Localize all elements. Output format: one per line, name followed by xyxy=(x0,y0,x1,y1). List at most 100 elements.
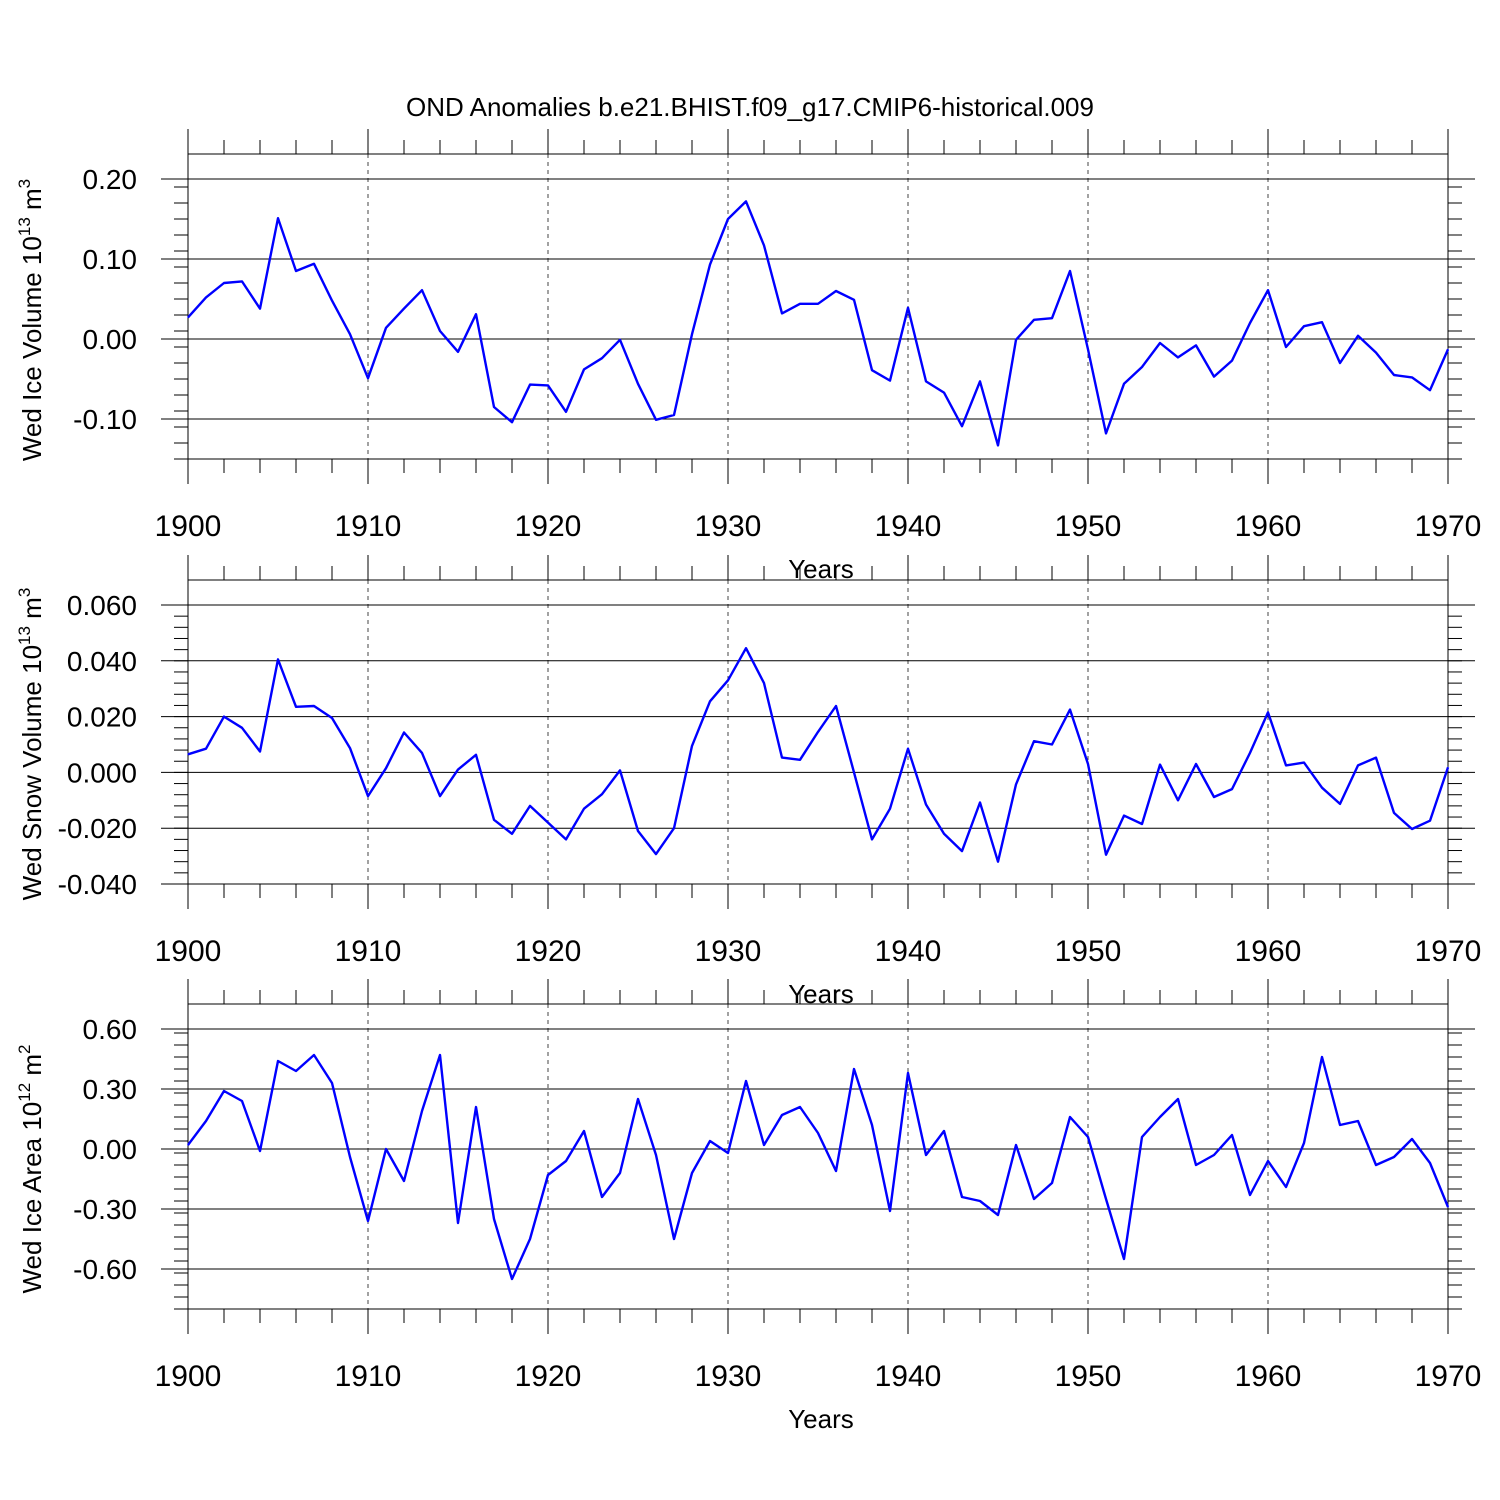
panel-ice-volume: 0.20 0.10 0.00 -0.10 1900 1910 1920 1930 1940 195… xyxy=(15,129,1481,584)
data-point xyxy=(313,263,315,265)
x-tick-label: 1970 xyxy=(1415,935,1482,968)
y-label-exponent: 12 xyxy=(15,1083,34,1102)
data-point xyxy=(1339,803,1341,805)
x-tick-label: 1970 xyxy=(1415,1360,1482,1393)
data-point xyxy=(1393,374,1395,376)
data-point xyxy=(1447,348,1449,350)
data-point xyxy=(1141,366,1143,368)
x-axis-label: Years xyxy=(788,554,854,584)
data-point xyxy=(709,700,711,702)
data-point xyxy=(907,307,909,309)
data-point xyxy=(349,747,351,749)
y-label-text: Wed Snow Volume 10 xyxy=(17,645,47,900)
data-point xyxy=(1303,325,1305,327)
data-point xyxy=(673,827,675,829)
data-point xyxy=(1231,1134,1233,1136)
data-point xyxy=(601,1196,603,1198)
x-tick-label: 1910 xyxy=(335,935,402,968)
data-point xyxy=(475,1106,477,1108)
data-point xyxy=(871,1124,873,1126)
y-label-unit-exponent: 3 xyxy=(15,588,34,597)
data-point xyxy=(205,1120,207,1122)
data-point xyxy=(475,313,477,315)
data-point xyxy=(1231,788,1233,790)
data-point xyxy=(727,218,729,220)
data-point xyxy=(259,308,261,310)
data-point xyxy=(511,421,513,423)
data-point xyxy=(619,769,621,772)
x-tick-label: 1910 xyxy=(335,1360,402,1393)
y-tick-label: -0.020 xyxy=(58,813,137,844)
panel-snow-volume: 0.060 0.040 0.020 0.000 -0.020 -0.040 1900 1910… xyxy=(15,555,1481,1009)
data-point xyxy=(565,411,567,413)
data-point xyxy=(367,1220,369,1222)
y-tick-label: 0.040 xyxy=(67,646,137,677)
data-point xyxy=(1015,339,1017,341)
data-point xyxy=(709,1140,711,1142)
x-tick-label: 1920 xyxy=(515,935,582,968)
data-point xyxy=(385,327,387,329)
data-point xyxy=(1195,763,1197,765)
x-tick-label: 1940 xyxy=(875,1360,942,1393)
data-point xyxy=(1375,757,1377,759)
data-point xyxy=(709,264,711,266)
y-axis-label: Wed Snow Volume 1013 m3 xyxy=(15,588,47,901)
y-tick-label: 0.060 xyxy=(67,590,137,621)
data-point xyxy=(1105,854,1107,856)
data-point xyxy=(1051,1182,1053,1184)
data-point xyxy=(691,745,693,747)
data-point xyxy=(763,1144,765,1146)
data-point xyxy=(349,333,351,335)
data-point xyxy=(1051,317,1053,319)
data-point xyxy=(1069,709,1071,711)
data-point xyxy=(727,1152,729,1154)
y-tick-label: 0.20 xyxy=(83,164,138,195)
x-tick-label: 1940 xyxy=(875,935,942,968)
y-label-exponent: 13 xyxy=(15,217,34,236)
data-point xyxy=(817,1132,819,1134)
y-tick-label: 0.00 xyxy=(83,1134,138,1165)
data-point xyxy=(1177,1098,1179,1100)
data-point xyxy=(1303,762,1305,764)
data-point xyxy=(1267,1160,1269,1162)
data-point xyxy=(835,290,837,292)
x-tick-label: 1900 xyxy=(155,510,222,543)
x-tick-label: 1920 xyxy=(515,1360,582,1393)
data-point xyxy=(655,853,657,855)
data-point xyxy=(691,1172,693,1174)
y-tick-label: 0.020 xyxy=(67,702,137,733)
data-point xyxy=(1141,1136,1143,1138)
x-tick-label: 1950 xyxy=(1055,1360,1122,1393)
data-point xyxy=(1195,1164,1197,1166)
data-point xyxy=(259,1150,261,1152)
data-point xyxy=(511,1278,513,1280)
data-point xyxy=(1249,322,1251,324)
data-point xyxy=(403,308,405,310)
data-point xyxy=(1321,787,1323,789)
data-point xyxy=(799,759,801,761)
data-point xyxy=(1285,1186,1287,1188)
series-line xyxy=(187,200,1450,447)
y-tick-label: 0.000 xyxy=(67,757,137,788)
data-point xyxy=(637,1098,639,1100)
data-point xyxy=(241,727,243,729)
y-tick-label: 0.10 xyxy=(83,244,138,275)
data-point xyxy=(1123,815,1125,817)
data-point xyxy=(295,706,297,708)
data-point xyxy=(979,380,981,382)
data-point xyxy=(871,369,873,371)
y-axis-label: Wed Ice Volume 1013 m3 xyxy=(15,179,47,461)
data-point xyxy=(691,333,693,335)
data-point xyxy=(727,679,729,681)
y-label-text: Wed Ice Area 10 xyxy=(17,1102,47,1294)
data-point xyxy=(1411,828,1413,830)
data-point xyxy=(745,1080,747,1082)
data-point xyxy=(457,351,459,353)
data-point xyxy=(1015,783,1017,785)
data-point xyxy=(1321,1056,1323,1058)
data-point xyxy=(1429,820,1431,822)
data-point xyxy=(475,754,477,756)
data-point xyxy=(529,1238,531,1240)
data-point xyxy=(997,1214,999,1216)
data-point xyxy=(1447,1206,1449,1208)
